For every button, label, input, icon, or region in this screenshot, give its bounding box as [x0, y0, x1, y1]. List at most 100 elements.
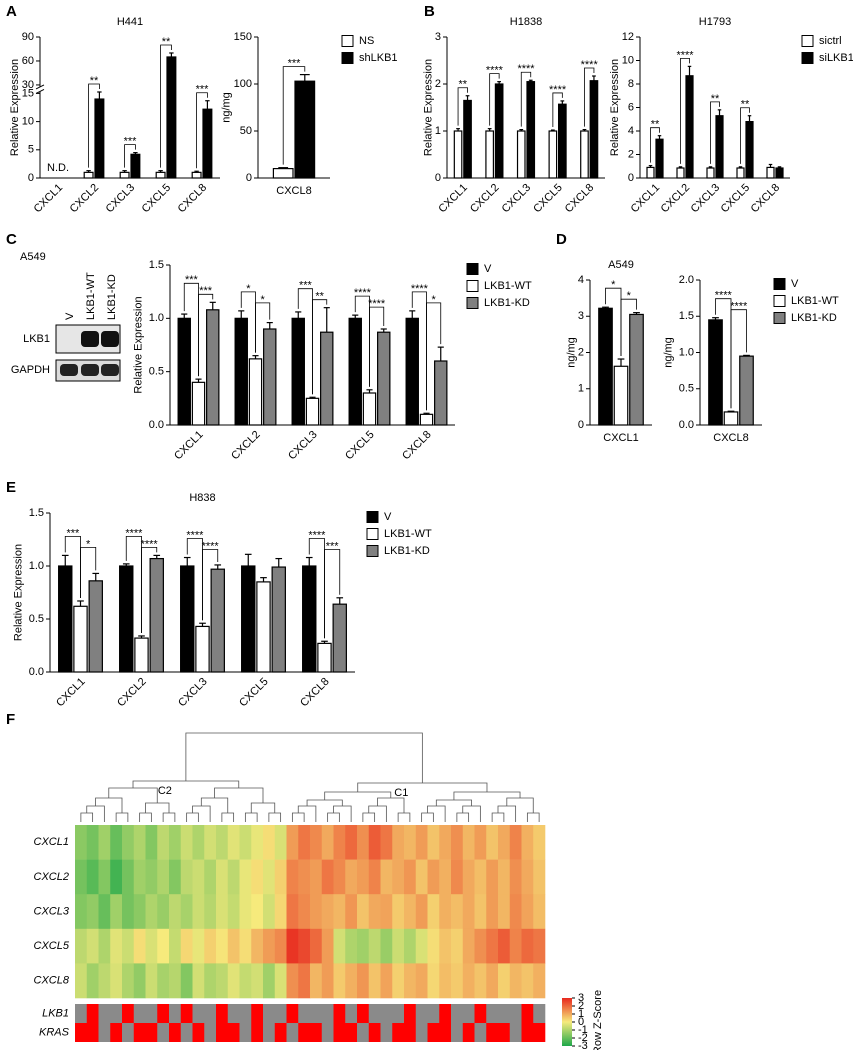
- bar: [629, 313, 644, 426]
- heatmap-cell: [75, 859, 88, 895]
- heatmap-cell: [521, 894, 534, 930]
- legend-swatch: [773, 278, 786, 290]
- heatmap-cell: [274, 894, 287, 930]
- track-cell: [368, 1023, 381, 1042]
- x-tick-label: CXCL8: [563, 182, 597, 216]
- track-cell: [157, 1004, 170, 1023]
- heatmap-cell: [298, 894, 311, 930]
- track-cell: [451, 1004, 464, 1023]
- panel-letter: C: [6, 231, 17, 248]
- track-cell: [310, 1004, 323, 1023]
- heatmap-cell: [368, 963, 381, 999]
- x-tick-label: CXCL2: [229, 429, 263, 463]
- bar: [485, 130, 495, 179]
- dendrogram-branch: [427, 805, 446, 822]
- legend-label: V: [791, 278, 799, 290]
- dendrogram-branch: [397, 812, 411, 822]
- significance-bracket: [202, 549, 219, 621]
- western-blot: A549 V LKB1-WT LKB1-KD LKB1 GAPDH: [11, 251, 121, 382]
- x-tick-label: CXCL5: [343, 429, 377, 463]
- track-cell: [251, 1023, 264, 1042]
- bar: [494, 83, 504, 179]
- legend-label: V: [384, 511, 392, 523]
- y-tick-label: 3: [435, 31, 441, 43]
- dendrogram-branch: [145, 802, 170, 813]
- dendrogram-branch: [186, 812, 199, 822]
- bar: [149, 557, 164, 673]
- legend-swatch: [341, 35, 354, 47]
- bar: [685, 75, 694, 179]
- heatmap-cell: [521, 859, 534, 895]
- bar: [655, 138, 664, 179]
- heatmap-cell: [133, 928, 146, 964]
- heatmap-cell: [357, 963, 370, 999]
- dendrogram-branch: [214, 787, 264, 803]
- bar: [191, 171, 202, 179]
- heatmap-cell: [169, 928, 182, 964]
- heatmap-cell: [122, 825, 135, 860]
- heatmap-cell: [227, 859, 240, 895]
- blot-band: [60, 364, 78, 376]
- significance-bracket: [710, 101, 720, 164]
- bar: [708, 319, 723, 426]
- heatmap-cell: [110, 859, 123, 895]
- significance-label: ***: [326, 540, 340, 552]
- heatmap-cell: [192, 859, 205, 895]
- significance-label: ***: [66, 527, 80, 539]
- heatmap-cell: [239, 825, 252, 860]
- dendrogram-branch: [244, 812, 258, 822]
- heatmap-cell: [521, 928, 534, 964]
- track-cell: [169, 1023, 182, 1042]
- bar: [248, 358, 263, 426]
- bar: [317, 642, 332, 673]
- track-cell: [298, 1004, 311, 1023]
- y-tick-label: 30: [22, 79, 34, 91]
- x-tick-label: CXCL2: [115, 676, 149, 710]
- track-cell: [286, 1004, 299, 1023]
- heatmap-cell: [86, 825, 99, 860]
- heatmap-cell: [263, 825, 276, 860]
- y-tick-label: 50: [240, 125, 252, 137]
- track-cell: [157, 1023, 170, 1042]
- heatmap-cell: [404, 963, 417, 999]
- y-axis-label: Relative Expression: [422, 59, 434, 156]
- significance-label: ****: [715, 290, 733, 302]
- heatmap-cell: [474, 963, 487, 999]
- heatmap-cell: [439, 825, 452, 860]
- heatmap-cell: [204, 859, 217, 895]
- heatmap-cell: [509, 928, 522, 964]
- heatmap-cell: [286, 963, 299, 999]
- track-cell: [474, 1023, 487, 1042]
- heatmap-cell: [110, 963, 123, 999]
- track-cell: [263, 1004, 276, 1023]
- significance-bracket: [620, 298, 637, 357]
- track-cell: [509, 1023, 522, 1042]
- heatmap-cell: [439, 963, 452, 999]
- heatmap-cell: [157, 963, 170, 999]
- heatmap-cell: [133, 894, 146, 930]
- y-axis-label: ng/mg: [220, 92, 232, 123]
- significance-label: ****: [125, 527, 143, 539]
- significance-bracket: [198, 293, 214, 377]
- heatmap-cell: [509, 825, 522, 860]
- significance-bracket: [680, 57, 690, 164]
- heatmap-cell: [357, 894, 370, 930]
- heatmap-cell: [145, 963, 158, 999]
- bar: [320, 331, 334, 426]
- dendrogram-branch: [115, 812, 129, 822]
- track-cell: [310, 1023, 323, 1042]
- y-tick-label: 4: [578, 274, 584, 286]
- significance-label: ***: [288, 58, 302, 70]
- track-cell: [251, 1004, 264, 1023]
- x-tick-label: CXCL8: [276, 185, 311, 197]
- axis-break: [35, 84, 45, 90]
- heatmap-cell: [474, 894, 487, 930]
- track-cell: [122, 1004, 135, 1023]
- bar: [723, 411, 739, 426]
- blot-title: A549: [20, 251, 46, 263]
- y-tick-label: 8: [628, 78, 634, 90]
- legend-swatch: [366, 511, 379, 523]
- bar: [516, 130, 526, 179]
- heatmap-cell: [439, 928, 452, 964]
- significance-label: ****: [676, 49, 694, 61]
